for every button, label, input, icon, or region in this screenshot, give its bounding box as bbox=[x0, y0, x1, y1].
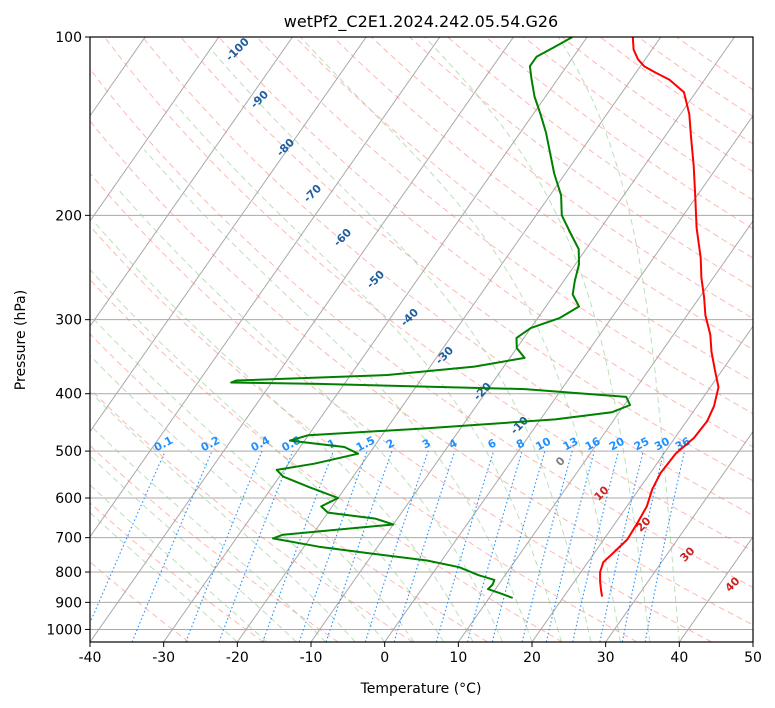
moist-adiabat-line bbox=[90, 424, 327, 642]
mixing-ratio-line bbox=[572, 450, 620, 642]
moist-adiabat-line bbox=[300, 37, 621, 642]
moist-adiabat-line bbox=[90, 455, 297, 642]
isotherm-line bbox=[384, 114, 753, 642]
isotherm-line bbox=[90, 37, 220, 222]
isotherm-line bbox=[90, 37, 293, 328]
dry-adiabat-line bbox=[90, 225, 638, 642]
plot-frame bbox=[89, 36, 754, 643]
dry-adiabat-line bbox=[90, 333, 488, 642]
x-tick-label: 10 bbox=[449, 650, 467, 666]
x-tick-label: -30 bbox=[152, 650, 175, 666]
mixing-ratio-line bbox=[491, 450, 546, 642]
dry-adiabat-line bbox=[90, 278, 563, 642]
x-axis: -40 -30 -20 -10 0 10 20 30 40 50 bbox=[79, 642, 762, 666]
y-tick-label: 300 bbox=[55, 313, 82, 329]
mixing-ratio-label: 16 bbox=[583, 435, 603, 454]
moist-adiabat-line bbox=[90, 354, 386, 642]
mixing-ratio-line bbox=[466, 450, 523, 642]
moist-adiabat-line bbox=[557, 37, 680, 642]
y-tick-label: 700 bbox=[55, 531, 82, 547]
x-tick-label: 50 bbox=[744, 650, 762, 666]
mixing-ratio-line bbox=[393, 450, 456, 642]
dry-adiabat-line bbox=[409, 37, 753, 289]
isotherm-line bbox=[605, 430, 753, 642]
y-tick-label: 400 bbox=[55, 387, 82, 403]
dry-adiabat-line bbox=[90, 68, 753, 589]
y-tick-label: 600 bbox=[55, 491, 82, 507]
dry-adiabat-line bbox=[256, 37, 753, 415]
moist-adiabat-line bbox=[143, 149, 533, 642]
mixing-ratio-line bbox=[435, 450, 495, 642]
isotherm-line bbox=[678, 535, 753, 642]
dry-adiabat-line bbox=[90, 388, 414, 642]
x-tick-label: -40 bbox=[79, 650, 102, 666]
y-tick-label: 800 bbox=[55, 565, 82, 581]
isotherm-line bbox=[531, 325, 753, 642]
moist-adiabat-line bbox=[90, 314, 415, 642]
y-tick-label: 200 bbox=[55, 208, 82, 224]
x-tick-label: 30 bbox=[597, 650, 615, 666]
mixing-ratio-line bbox=[90, 450, 166, 625]
y-tick-label: 900 bbox=[55, 595, 82, 611]
x-tick-label: 0 bbox=[380, 650, 389, 666]
mixing-ratio-label: 13 bbox=[561, 435, 581, 454]
mixing-ratio-line bbox=[262, 450, 334, 642]
dry-adiabat-line bbox=[294, 37, 753, 382]
mixing-ratio-line bbox=[325, 450, 393, 642]
profile-series bbox=[230, 37, 720, 599]
temperature-profile-line bbox=[599, 37, 720, 597]
mixing-ratio-line bbox=[131, 450, 213, 642]
isotherm-line bbox=[90, 37, 514, 642]
dry-adiabat-line bbox=[142, 37, 753, 517]
y-axis: 100 200 300 400 500 600 700 800 900 1000 bbox=[46, 30, 90, 638]
mixing-ratio-line bbox=[545, 450, 595, 642]
mixing-ratio-line bbox=[364, 450, 429, 642]
moist-adiabat-line bbox=[175, 104, 562, 642]
mixing-ratio-label: 30 bbox=[652, 435, 672, 454]
dewpoint-profile-line bbox=[230, 37, 632, 599]
mixing-ratio-line bbox=[599, 450, 644, 642]
isotherm-line bbox=[310, 37, 735, 642]
moist-adiabat-line bbox=[424, 37, 651, 642]
moist-adiabat-line bbox=[116, 187, 503, 642]
dry-adiabat-line bbox=[90, 120, 753, 626]
x-tick-label: 20 bbox=[523, 650, 541, 666]
mixing-ratio-label: 20 bbox=[607, 435, 627, 454]
moist-adiabat-line bbox=[210, 49, 592, 642]
x-tick-label: -20 bbox=[226, 650, 249, 666]
y-tick-label: 500 bbox=[55, 444, 82, 460]
dry-adiabat-line bbox=[90, 172, 712, 642]
mixing-ratio-line bbox=[218, 450, 294, 642]
moist-adiabat-line bbox=[93, 221, 474, 642]
dry-adiabat-line bbox=[218, 37, 753, 448]
x-axis-title: Temperature (°C) bbox=[360, 681, 482, 697]
x-tick-label: 40 bbox=[670, 650, 688, 666]
x-tick-label: -10 bbox=[300, 650, 323, 666]
y-tick-label: 100 bbox=[55, 30, 82, 46]
y-tick-label: 1000 bbox=[46, 622, 82, 638]
dry-adiabat-line bbox=[90, 502, 264, 642]
mixing-ratio-label: 25 bbox=[632, 435, 652, 454]
isotherm-line bbox=[236, 37, 662, 642]
mixing-ratio-line bbox=[521, 450, 573, 642]
mixing-ratio-label: 10 bbox=[533, 435, 553, 454]
chart-title: wetPf2_C2E1.2024.242.05.54.G26 bbox=[284, 12, 558, 32]
mixing-ratio-line bbox=[298, 450, 368, 642]
isotherm-line bbox=[457, 220, 753, 642]
moist-adiabat-line bbox=[90, 391, 356, 642]
mixing-ratio-label: 36 bbox=[673, 435, 693, 454]
background-lines bbox=[90, 37, 753, 642]
y-axis-title: Pressure (hPa) bbox=[13, 290, 29, 390]
isotherm-line bbox=[90, 37, 367, 433]
moist-adiabat-line bbox=[90, 511, 238, 642]
isotherm-line bbox=[90, 37, 441, 538]
dry-adiabat-line bbox=[104, 37, 753, 552]
isotherm-line bbox=[163, 37, 588, 642]
mixing-ratio-line bbox=[185, 450, 263, 642]
moist-adiabat-line bbox=[90, 484, 268, 642]
